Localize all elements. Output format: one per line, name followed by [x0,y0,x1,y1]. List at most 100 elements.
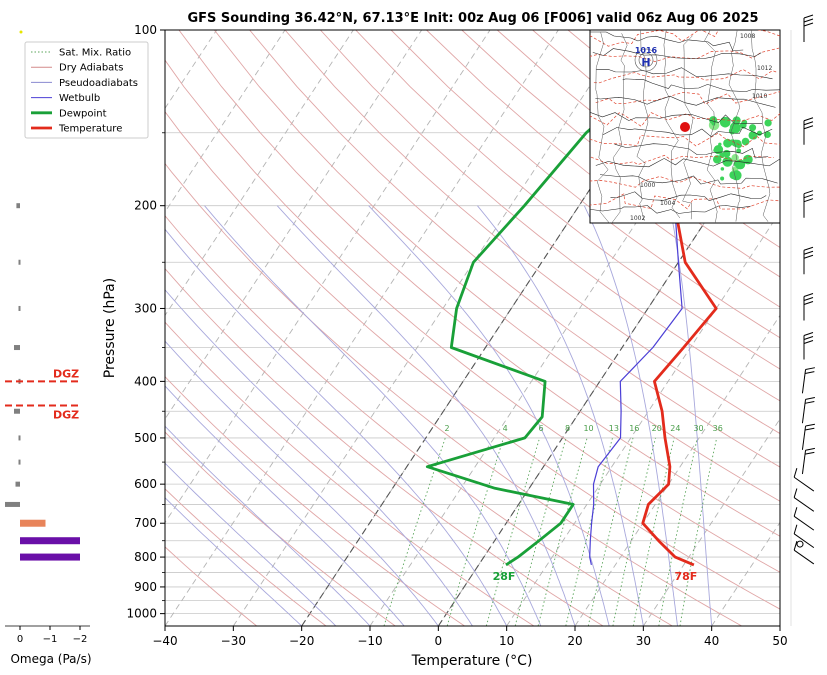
inset-thickness-contour [595,91,780,105]
wind-barb-flag [803,194,814,199]
wetbulb-line [589,30,683,566]
mixing-ratio-label: 10 [583,424,593,433]
wind-barb-flag [803,246,814,251]
inset-border [750,30,771,222]
inset-border [704,30,718,223]
wind-barb-flag [805,367,815,370]
wind-barb-flag [803,121,814,126]
mixing-ratio-label: 36 [713,424,723,433]
isotherm-line [232,30,628,626]
pseudoadiabat [276,205,576,626]
pseudoadiabat [165,462,337,626]
mixing-ratio-line [658,437,698,626]
legend-label: Sat. Mix. Ratio [59,48,131,59]
inset-thickness-contour [590,132,780,148]
inset-isobar-label: 1004 [660,200,675,207]
inset-border [682,35,694,220]
temperature-line [641,30,718,567]
wind-barb-flag [803,117,814,122]
dry-adiabat [390,30,780,339]
mixing-ratio-line [383,437,446,626]
dry-adiabat [320,30,780,402]
dewpoint-line [425,30,703,567]
wind-barb-flag [803,198,814,203]
omega-bar [18,305,21,311]
omega-bar [16,203,20,209]
pseudoadiabat [165,228,508,626]
wind-barb [803,292,814,321]
legend-label: Temperature [58,124,122,135]
wind-barb-shaft [793,533,815,549]
y-tick-label: 800 [134,550,157,564]
wind-barb-flag [803,22,814,27]
pseudoadiabat [165,497,303,626]
inset-precip-area [722,149,731,158]
inset-precip-area [737,127,741,131]
x-tick-label: −20 [289,634,314,648]
inset-precip-area [746,156,751,161]
wind-barb-flag [803,254,814,259]
wind-barb [793,540,815,565]
mixing-ratio-label: 2 [444,424,449,433]
wind-barb-flag [803,14,814,19]
wind-barb-shaft [793,476,815,492]
omega-bar [15,481,20,487]
y-tick-label: 900 [134,580,157,594]
inset-thickness-contour [590,193,780,210]
inset-map: 1016 H 1008 1012 1010 1004 1000 1002 [589,29,781,224]
mixing-ratio-line [612,437,656,626]
dry-adiabat [165,267,604,626]
inset-isobar-label: 1000 [640,182,655,189]
dry-adiabat [165,111,780,610]
wind-barb-shaft [793,515,815,531]
inset-precip-area [764,119,772,127]
omega-bar [20,553,80,561]
wind-barb-flag [804,451,815,455]
inset-isobar-label: 1012 [757,65,772,72]
x-tick-label: −40 [152,634,177,648]
y-axis-label: Pressure (hPa) [102,278,118,378]
pseudoadiabat [477,205,644,626]
mixing-ratio-line [587,437,634,626]
dgz-lower-label: DGZ [53,409,79,422]
inset-border [595,32,610,223]
wind-barb-flag [803,340,814,345]
wind-barb-flag [793,524,798,534]
isotherm-line [165,30,559,626]
omega-tick-label: −2 [73,634,88,645]
dry-adiabat [249,30,780,468]
inset-thickness-contour [590,176,780,189]
isotherm-line [165,30,491,524]
dry-adiabat [213,30,780,502]
wind-barb [803,246,814,275]
inset-isobar [590,112,763,125]
x-tick-label: 30 [636,634,651,648]
inset-isobar [592,48,762,59]
legend-label: Dry Adiabats [59,63,123,74]
legend: Sat. Mix. Ratio Dry Adiabats Pseudoadiabat… [24,41,149,139]
inset-isobar-label: 1010 [752,93,767,100]
x-axis-ticks: −40 −30 −20 −10 0 10 20 30 40 50 [152,626,788,648]
x-tick-label: 0 [435,634,443,648]
wind-barb-flag [793,507,798,517]
omega-tick-label: 0 [17,634,23,645]
wind-barb [803,190,814,218]
dry-adiabat [426,30,780,308]
inset-border [611,33,628,223]
omega-top-marker [19,30,23,34]
x-tick-label: 50 [772,634,787,648]
dry-adiabat [178,30,780,537]
inset-border [636,30,649,221]
inset-pressure-high: 1016 [635,46,658,55]
mixing-ratio-line [537,437,588,626]
surface-temp-label: 78F [675,570,698,583]
chart-title: GFS Sounding 36.42°N, 67.13°E Init: 00z … [187,11,758,26]
mixing-ratio-line [679,437,718,626]
omega-axis-label: Omega (Pa/s) [10,652,91,666]
mixing-ratio-line [565,437,613,626]
x-tick-label: 10 [499,634,514,648]
inset-thickness-contour [590,154,774,165]
wind-barb-flag [803,292,814,297]
wind-barb [801,397,815,424]
